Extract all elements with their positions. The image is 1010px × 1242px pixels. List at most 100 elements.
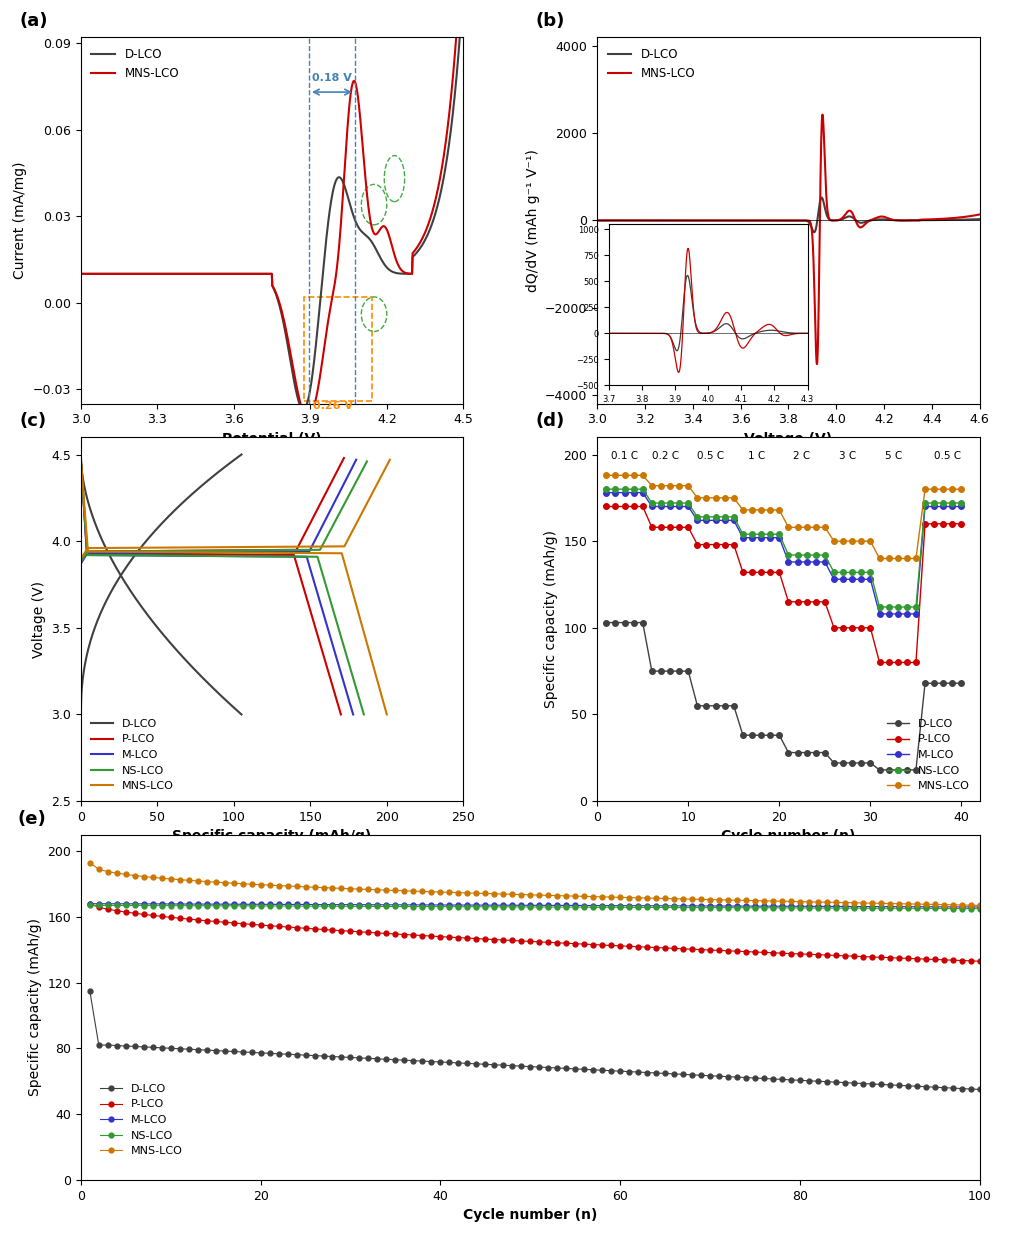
Line: D-LCO: D-LCO [81, 0, 464, 410]
M-LCO [618, 486, 630, 501]
X-axis label: Voltage (V): Voltage (V) [744, 432, 832, 446]
Text: 2 C: 2 C [794, 451, 811, 462]
Legend: D-LCO, MNS-LCO: D-LCO, MNS-LCO [87, 43, 184, 84]
MNS-LCO [902, 897, 914, 912]
D-LCO [84, 984, 96, 999]
D-LCO [542, 1061, 554, 1076]
D-LCO [819, 745, 831, 760]
NS-LCO [673, 496, 685, 510]
Text: 5 C: 5 C [885, 451, 902, 462]
M-LCO [819, 554, 831, 569]
P-LCO [929, 953, 941, 968]
NS-LCO [255, 898, 267, 913]
NS-LCO [719, 509, 731, 524]
M-LCO [645, 499, 658, 514]
Legend: D-LCO, P-LCO, M-LCO, NS-LCO, MNS-LCO: D-LCO, P-LCO, M-LCO, NS-LCO, MNS-LCO [87, 714, 178, 796]
M-LCO [865, 571, 877, 586]
P-LCO [902, 951, 914, 966]
D-LCO [792, 745, 804, 760]
MNS-LCO [98, 266, 110, 281]
D-LCO [636, 615, 648, 630]
NS-LCO [542, 899, 554, 914]
NS-LCO [928, 496, 940, 510]
MNS-LCO [654, 478, 667, 493]
M-LCO [892, 606, 904, 621]
Line: P-LCO: P-LCO [604, 504, 965, 666]
P-LCO [614, 939, 626, 954]
NS-LCO [937, 496, 949, 510]
MNS-LCO [792, 214, 804, 229]
D-LCO [664, 663, 676, 678]
NS-LCO [291, 899, 303, 914]
NS-LCO [700, 509, 712, 524]
D-LCO [929, 1079, 941, 1094]
MNS-LCO [816, 107, 828, 122]
D-LCO [765, 728, 777, 743]
MNS-LCO [84, 856, 96, 871]
D-LCO [874, 763, 886, 777]
D-LCO [855, 755, 868, 770]
MNS-LCO [636, 468, 648, 483]
P-LCO [828, 620, 840, 635]
MNS-LCO [627, 468, 639, 483]
NS-LCO [728, 509, 740, 524]
P-LCO [255, 918, 267, 933]
P-LCO [883, 655, 895, 669]
P-LCO [755, 565, 768, 580]
D-LCO [937, 676, 949, 691]
M-LCO [614, 898, 626, 913]
D-LCO [783, 745, 795, 760]
P-LCO [910, 655, 922, 669]
M-LCO [765, 530, 777, 545]
D-LCO [297, 402, 309, 417]
P-LCO [654, 520, 667, 535]
NS-LCO [618, 482, 630, 497]
D-LCO [75, 266, 87, 281]
P-LCO [636, 499, 648, 514]
P-LCO [682, 520, 694, 535]
Y-axis label: Voltage (V): Voltage (V) [31, 581, 45, 657]
NS-LCO [810, 548, 822, 563]
Text: 0.5 C: 0.5 C [698, 451, 724, 462]
NS-LCO [883, 600, 895, 615]
P-LCO [846, 620, 858, 635]
D-LCO [901, 763, 913, 777]
MNS-LCO [405, 266, 417, 281]
Text: (a): (a) [19, 12, 48, 30]
P-LCO [792, 595, 804, 610]
MNS-LCO [682, 478, 694, 493]
MNS-LCO [937, 482, 949, 497]
M-LCO [710, 513, 722, 528]
MNS-LCO [910, 551, 922, 566]
M-LCO [783, 554, 795, 569]
D-LCO [808, 225, 820, 240]
MNS-LCO [819, 520, 831, 535]
D-LCO [758, 214, 770, 229]
P-LCO [291, 920, 303, 935]
MNS-LCO [700, 491, 712, 505]
D-LCO [974, 1082, 986, 1097]
NS-LCO [84, 898, 96, 913]
M-LCO [828, 571, 840, 586]
P-LCO [810, 595, 822, 610]
D-LCO [600, 615, 612, 630]
P-LCO [919, 517, 931, 532]
NS-LCO [801, 548, 813, 563]
M-LCO [883, 606, 895, 621]
D-LCO [892, 763, 904, 777]
X-axis label: Cycle number (n): Cycle number (n) [721, 830, 855, 843]
P-LCO [600, 499, 612, 514]
Legend: D-LCO, P-LCO, M-LCO, NS-LCO, MNS-LCO: D-LCO, P-LCO, M-LCO, NS-LCO, MNS-LCO [883, 714, 974, 796]
MNS-LCO [302, 411, 314, 426]
MNS-LCO [929, 897, 941, 912]
MNS-LCO [673, 478, 685, 493]
Line: NS-LCO: NS-LCO [87, 903, 982, 912]
M-LCO [955, 499, 968, 514]
P-LCO [691, 538, 703, 553]
D-LCO [673, 663, 685, 678]
D-LCO [828, 755, 840, 770]
M-LCO [682, 499, 694, 514]
M-LCO [291, 897, 303, 912]
NS-LCO [846, 565, 858, 580]
P-LCO [728, 538, 740, 553]
